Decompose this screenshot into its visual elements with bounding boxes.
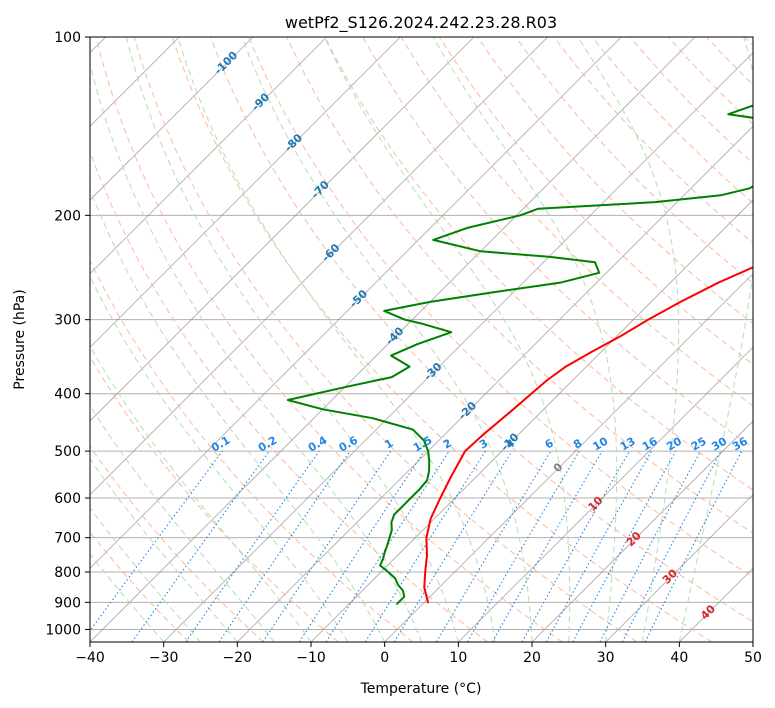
isotherm-line xyxy=(90,37,475,422)
mixing-ratio-line xyxy=(393,450,513,642)
moist-adiabat-line xyxy=(241,37,533,642)
mixing-ratio-line xyxy=(90,450,223,632)
moist-adiabat-line xyxy=(125,37,459,642)
mixing-ratio-line xyxy=(131,450,270,642)
moist-adiabat-line xyxy=(90,507,201,642)
x-axis-ticks: −40 −30 −20 −10 0 10 20 30 40 50 xyxy=(75,642,762,666)
y-axis-ticks: 1000 900 800 700 600 500 400 300 200 100 xyxy=(45,30,90,638)
temperature-profile-line xyxy=(423,266,753,604)
y-tick-label: 400 xyxy=(54,387,81,403)
y-tick-label: 1000 xyxy=(45,622,81,638)
dry-adiabat-line xyxy=(629,37,753,165)
x-tick-label: 20 xyxy=(523,650,541,666)
mixing-ratio-line xyxy=(572,450,677,642)
moist-adiabat-line xyxy=(678,37,753,642)
moist-adiabat-line xyxy=(90,458,238,642)
moist-adiabat-line xyxy=(577,37,680,642)
moist-adiabat-line xyxy=(90,404,275,642)
dry-adiabat-line xyxy=(591,37,753,204)
dry-adiabat-line xyxy=(248,37,753,578)
moist-adiabat-line xyxy=(90,187,386,642)
x-tick-label: 50 xyxy=(744,650,762,666)
mixing-ratio-line xyxy=(435,450,552,642)
x-tick-label: −30 xyxy=(149,650,179,666)
mixing-ratio-line xyxy=(545,450,653,642)
moist-adiabat-line xyxy=(90,275,349,642)
dry-adiabat-line xyxy=(400,37,753,407)
x-tick-label: 0 xyxy=(380,650,389,666)
dry-adiabat-line xyxy=(477,37,753,325)
mixing-ratio-line xyxy=(467,450,580,642)
dry-adiabat-line xyxy=(90,259,414,642)
isotherm-line xyxy=(90,37,622,569)
x-tick-label: −10 xyxy=(296,650,326,666)
dewpoint-profile-line xyxy=(286,104,753,605)
mixing-ratio-line xyxy=(521,450,630,642)
isotherm-line xyxy=(90,37,401,348)
dry-adiabat-line xyxy=(133,37,638,642)
y-tick-label: 800 xyxy=(54,565,81,581)
y-tick-label: 600 xyxy=(54,491,81,507)
chart-title: wetPf2_S126.2024.242.23.28.R03 xyxy=(285,13,557,33)
mixing-ratio-line xyxy=(218,450,351,642)
isotherm-line xyxy=(384,273,753,642)
mixing-ratio-line xyxy=(491,450,603,642)
isotherm-line xyxy=(237,125,753,642)
x-tick-label: 40 xyxy=(670,650,688,666)
profile-series xyxy=(286,104,753,605)
isotherm-line xyxy=(163,52,753,642)
dry-adiabat-line xyxy=(90,445,264,642)
x-tick-label: 30 xyxy=(597,650,615,666)
moist-adiabat-line xyxy=(90,61,423,642)
dry-adiabat-line xyxy=(171,37,712,642)
y-tick-label: 900 xyxy=(54,595,81,611)
isotherm-line xyxy=(752,641,753,642)
isotherm-line xyxy=(90,37,548,496)
x-tick-label: 10 xyxy=(449,650,467,666)
isotherm-line xyxy=(531,420,753,642)
plot-background xyxy=(90,37,753,642)
dry-adiabat-line xyxy=(324,37,753,491)
plot-frame xyxy=(89,36,754,643)
y-tick-label: 500 xyxy=(54,444,81,460)
dry-adiabat-line xyxy=(209,37,753,623)
y-tick-label: 200 xyxy=(54,208,81,224)
x-tick-label: −40 xyxy=(75,650,105,666)
y-axis-title: Pressure (hPa) xyxy=(12,289,28,389)
moist-adiabat-line xyxy=(432,37,618,642)
y-tick-label: 300 xyxy=(54,313,81,329)
y-tick-label: 700 xyxy=(54,531,81,547)
mixing-ratio-line xyxy=(364,450,486,642)
isotherm-line xyxy=(90,37,327,275)
x-tick-label: −20 xyxy=(223,650,253,666)
isotherm-line xyxy=(605,494,753,642)
mixing-ratio-line xyxy=(185,450,320,642)
isotherm-line xyxy=(458,346,753,642)
y-tick-label: 100 xyxy=(54,30,81,46)
dry-adiabat-line xyxy=(95,37,563,642)
dry-adiabat-line xyxy=(515,37,753,284)
x-axis-title: Temperature (°C) xyxy=(360,681,482,697)
isotherm-line xyxy=(90,37,254,201)
moist-adiabat-line xyxy=(323,37,571,642)
